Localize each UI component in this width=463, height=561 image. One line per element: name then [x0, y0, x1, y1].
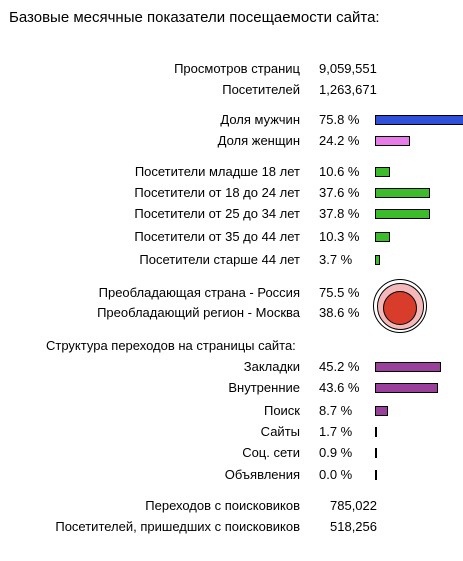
age-over44-value: 3.7 % — [319, 252, 353, 267]
age-35-44-value: 10.3 % — [319, 229, 360, 244]
age-25-34-value: 37.8 % — [319, 206, 360, 221]
ref-sites-value: 1.7 % — [319, 424, 353, 439]
ref-internal-label: Внутренние — [228, 380, 300, 395]
country-value: 75.5 % — [319, 285, 360, 300]
gender-male-bar — [375, 115, 463, 125]
age-over44-label: Посетители старше 44 лет — [139, 252, 300, 267]
ref-search-value: 8.7 % — [319, 403, 353, 418]
page-title: Базовые месячные показатели посещаемости… — [9, 9, 380, 26]
search-visitors-value: 518,256 — [330, 519, 377, 534]
ref-social-bar — [375, 448, 377, 458]
age-over44-bar — [375, 255, 380, 265]
referrals-heading: Структура переходов на страницы сайта: — [46, 338, 296, 353]
region-value: 38.6 % — [319, 305, 360, 320]
gender-male-label: Доля мужчин — [220, 112, 300, 127]
gender-female-label: Доля женщин — [217, 133, 300, 148]
ref-sites-bar — [375, 427, 377, 437]
age-under18-value: 10.6 % — [319, 164, 360, 179]
search-visitors-label: Посетителей, пришедших с поисковиков — [55, 519, 300, 534]
age-18-24-value: 37.6 % — [319, 185, 360, 200]
ref-social-value: 0.9 % — [319, 445, 353, 460]
gender-female-bar — [375, 136, 410, 146]
gender-male-value: 75.8 % — [319, 112, 360, 127]
age-25-34-label: Посетители от 25 до 34 лет — [134, 206, 300, 221]
age-25-34-bar — [375, 209, 430, 219]
visitors-value: 1,263,671 — [319, 82, 377, 97]
gender-female-value: 24.2 % — [319, 133, 360, 148]
country-label: Преобладающая страна - Россия — [98, 285, 300, 300]
age-35-44-label: Посетители от 35 до 44 лет — [134, 229, 300, 244]
age-under18-label: Посетители младше 18 лет — [134, 164, 300, 179]
ref-sites-label: Сайты — [260, 424, 300, 439]
ref-search-bar — [375, 406, 388, 416]
ref-internal-value: 43.6 % — [319, 380, 360, 395]
age-18-24-label: Посетители от 18 до 24 лет — [134, 185, 300, 200]
ref-ads-bar — [375, 470, 377, 480]
ref-ads-label: Объявления — [224, 467, 300, 482]
visitors-label: Посетителей — [222, 82, 300, 97]
ref-bookmarks-value: 45.2 % — [319, 359, 360, 374]
ref-ads-value: 0.0 % — [319, 467, 353, 482]
pageviews-label: Просмотров страниц — [174, 61, 300, 76]
ref-social-label: Соц. сети — [242, 445, 300, 460]
ref-bookmarks-label: Закладки — [243, 359, 300, 374]
pageviews-value: 9,059,551 — [319, 61, 377, 76]
ref-search-label: Поиск — [263, 403, 300, 418]
age-35-44-bar — [375, 232, 390, 242]
age-18-24-bar — [375, 188, 430, 198]
search-transitions-value: 785,022 — [330, 498, 377, 513]
ref-internal-bar — [375, 383, 438, 393]
search-transitions-label: Переходов с поисковиков — [145, 498, 300, 513]
ref-bookmarks-bar — [375, 362, 441, 372]
region-label: Преобладающий регион - Москва — [97, 305, 300, 320]
region-share-circle — [383, 291, 417, 326]
age-under18-bar — [375, 167, 390, 177]
